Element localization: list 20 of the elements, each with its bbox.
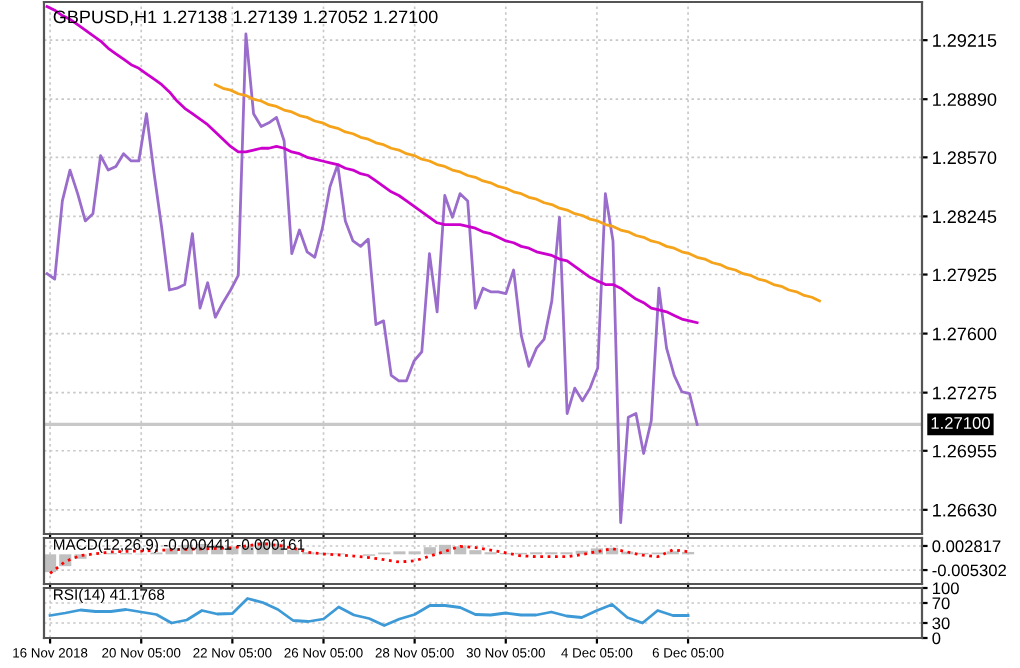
line-series <box>213 83 821 303</box>
ref-line-label: 1.27100 <box>931 417 990 429</box>
y-tick-label: 1.26955 <box>933 444 997 458</box>
y-tick-label: 1.28570 <box>933 151 997 165</box>
line-series <box>48 542 690 575</box>
y-tick-label: 1.27275 <box>933 386 997 400</box>
y-tick-label: 70 <box>932 597 950 610</box>
y-tick-label: 1.27925 <box>933 268 997 282</box>
y-tick-label: 100 <box>932 582 959 595</box>
line-series <box>45 5 699 325</box>
y-tick-label: 1.28245 <box>933 210 997 224</box>
y-tick-label: 1.28890 <box>933 93 997 106</box>
y-tick-label: 1.29215 <box>933 34 997 47</box>
y-tick-label: -0.005302 <box>932 564 1006 577</box>
y-tick-label: 1.27600 <box>933 327 997 341</box>
y-tick-label: 30 <box>932 617 950 630</box>
y-tick-label: 0.002817 <box>932 540 1001 553</box>
line-series <box>45 32 699 524</box>
y-tick-label: 0 <box>932 632 941 645</box>
y-tick-label: 1.26630 <box>933 503 997 517</box>
